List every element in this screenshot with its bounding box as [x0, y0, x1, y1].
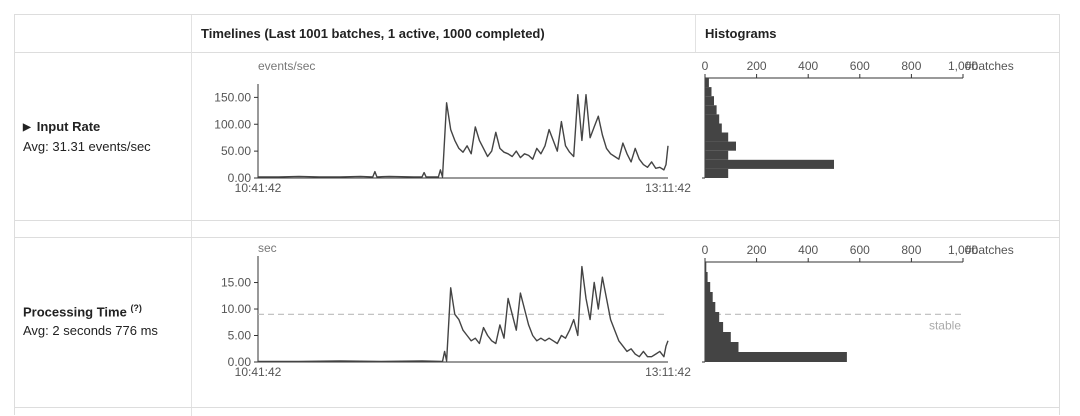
y-tick-label: 100.00: [214, 117, 251, 131]
row-divider: [15, 407, 1059, 408]
histogram-bar: [705, 312, 720, 322]
histogram-bar: [705, 78, 709, 88]
histogram-x-tick-label: 1,000: [948, 243, 978, 257]
y-tick-label: 15.00: [221, 276, 251, 290]
histogram-x-tick-label: 600: [850, 59, 870, 73]
row-divider-bottom: [15, 237, 1059, 238]
metric-label: Input Rate: [36, 119, 101, 134]
histogram-bar: [705, 302, 716, 312]
histogram-x-tick-label: 400: [798, 59, 818, 73]
histogram-x-tick-label: 0: [702, 243, 709, 257]
histogram-bar: [705, 123, 722, 133]
histogram-bar: [705, 87, 712, 97]
row-divider-top: [15, 220, 1059, 221]
y-axis-unit-label: sec: [258, 241, 277, 255]
help-icon[interactable]: (?): [130, 303, 142, 313]
histogram-x-tick-label: 0: [702, 59, 709, 73]
histogram-bar: [705, 352, 847, 362]
column-divider: [695, 15, 696, 52]
histogram-bar: [705, 159, 834, 169]
metric-input-rate[interactable]: ▶ Input Rate: [23, 119, 100, 134]
histogram-axis-label: #batches: [965, 59, 1014, 73]
input-rate-avg: Avg: 31.31 events/sec: [23, 139, 151, 154]
histogram-x-tick-label: 600: [850, 243, 870, 257]
streaming-statistics-table: Timelines (Last 1001 batches, 1 active, …: [14, 14, 1060, 416]
y-axis-unit-label: events/sec: [258, 59, 315, 73]
timeline-series-line: [258, 93, 669, 178]
histogram-bar: [705, 132, 729, 142]
histogram-bar: [705, 272, 708, 282]
histogram-bar: [705, 150, 729, 160]
histogram-x-tick-label: 800: [901, 59, 921, 73]
histogram-bar: [705, 262, 707, 272]
y-tick-label: 0.00: [228, 171, 252, 185]
table-header: Timelines (Last 1001 batches, 1 active, …: [15, 15, 1059, 53]
histogram-x-tick-label: 400: [798, 243, 818, 257]
y-tick-label: 0.00: [228, 355, 252, 369]
histogram-bar: [705, 168, 729, 178]
histogram-bar: [705, 342, 739, 352]
histogram-bar: [705, 332, 731, 342]
y-tick-label: 5.00: [228, 329, 252, 343]
histogram-bar: [705, 96, 714, 106]
y-tick-label: 150.00: [214, 90, 251, 104]
histogram-bar: [705, 114, 720, 124]
histogram-bar: [705, 105, 717, 115]
histogram-bar: [705, 141, 736, 151]
histograms-header: Histograms: [705, 26, 777, 41]
timeline-series-line: [258, 265, 669, 363]
x-tick-label: 13:11:42: [645, 181, 691, 195]
histogram-x-tick-label: 800: [901, 243, 921, 257]
metric-label: Processing Time: [23, 304, 127, 320]
histogram-x-tick-label: 200: [747, 59, 767, 73]
histogram-x-tick-label: 200: [747, 243, 767, 257]
x-tick-label: 13:11:42: [645, 365, 691, 379]
timelines-header: Timelines (Last 1001 batches, 1 active, …: [201, 26, 545, 41]
x-tick-label: 10:41:42: [235, 181, 282, 195]
metric-processing-time: Processing Time (?): [23, 303, 142, 319]
y-tick-label: 50.00: [221, 144, 251, 158]
column-divider: [191, 15, 192, 416]
stable-label: stable: [929, 318, 961, 332]
histogram-bar: [705, 322, 724, 332]
processing-time-avg: Avg: 2 seconds 776 ms: [23, 323, 158, 338]
triangle-right-icon[interactable]: ▶: [23, 122, 31, 133]
histogram-axis-label: #batches: [965, 243, 1014, 257]
histogram-bar: [705, 282, 711, 292]
histogram-bar: [705, 292, 713, 302]
x-tick-label: 10:41:42: [235, 365, 282, 379]
histogram-x-tick-label: 1,000: [948, 59, 978, 73]
y-tick-label: 10.00: [221, 302, 251, 316]
